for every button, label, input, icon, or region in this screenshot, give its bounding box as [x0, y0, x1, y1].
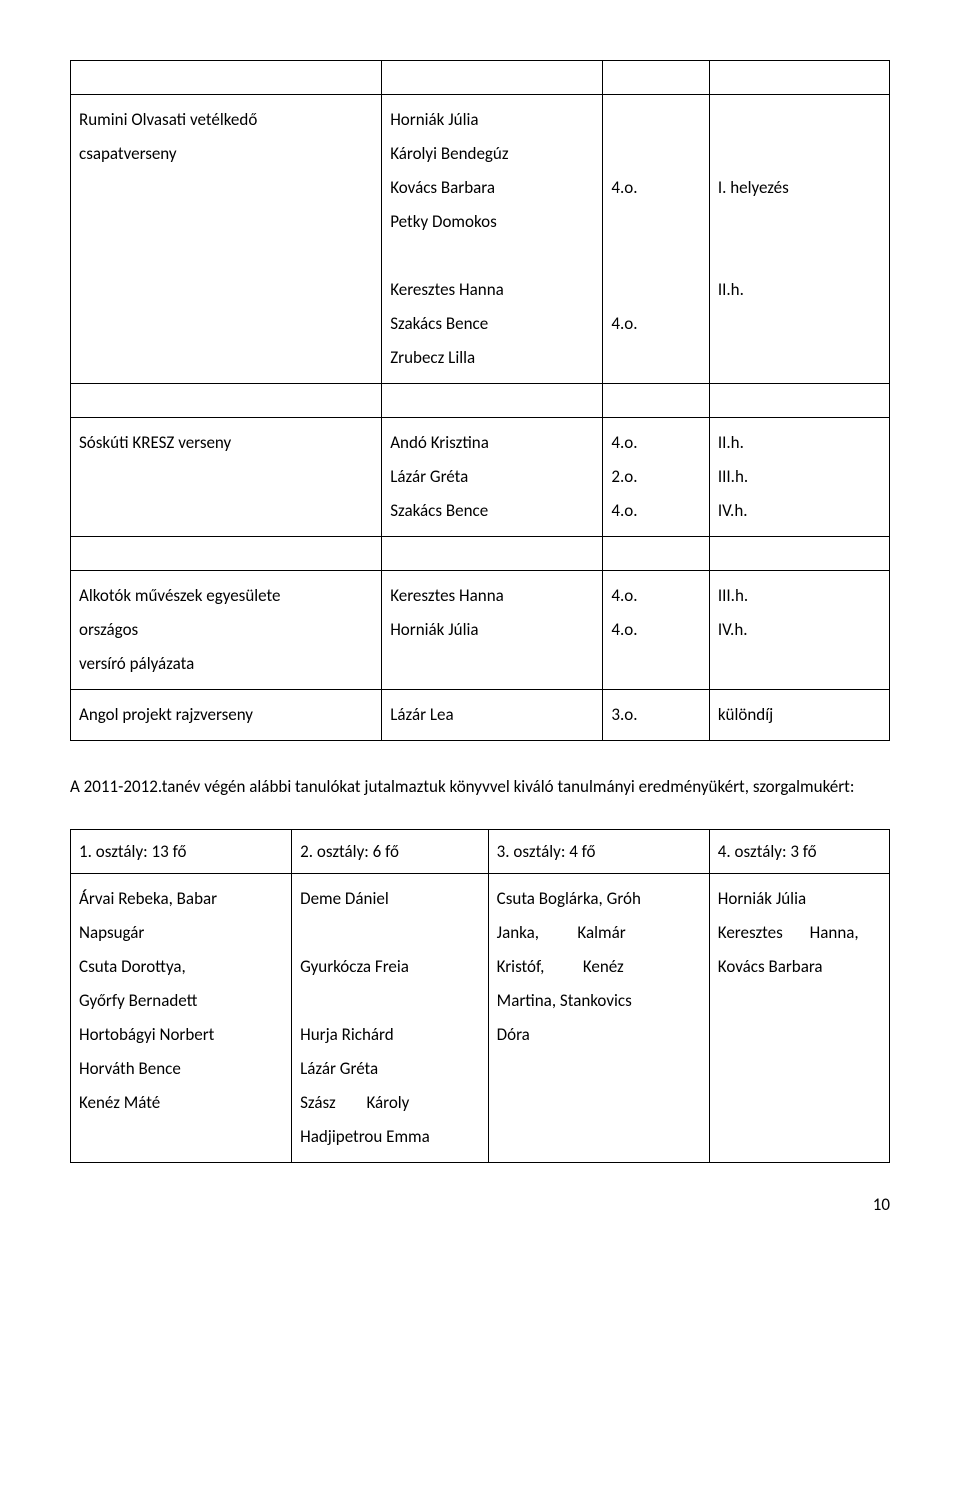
table-cell: Árvai Rebeka, BabarNapsugárCsuta Dorotty…: [71, 873, 292, 1162]
table-row: [71, 61, 890, 95]
table-row: Sóskúti KRESZ versenyAndó KrisztinaLázár…: [71, 418, 890, 537]
results-table-2: 1. osztály: 13 fő2. osztály: 6 fő3. oszt…: [70, 829, 890, 1163]
table-row: Rumini Olvasati vetélkedőcsapatversenyHo…: [71, 95, 890, 384]
table-cell: I. helyezés II.h.: [709, 95, 889, 384]
table-row: Alkotók művészek egyesületeországosversí…: [71, 571, 890, 690]
table-row: Árvai Rebeka, BabarNapsugárCsuta Dorotty…: [71, 873, 890, 1162]
table-row: [71, 537, 890, 571]
table-cell: 4.o.4.o.: [603, 571, 709, 690]
table-cell: Keresztes HannaHorniák Júlia: [382, 571, 603, 690]
results-table-1: Rumini Olvasati vetélkedőcsapatversenyHo…: [70, 60, 890, 741]
table-cell: III.h.IV.h.: [709, 571, 889, 690]
table-cell: Deme Dániel Gyurkócza Freia Hurja Richár…: [292, 873, 489, 1162]
table-cell: [382, 537, 603, 571]
table-cell: Lázár Lea: [382, 690, 603, 741]
table-cell: [709, 61, 889, 95]
table-cell: II.h.III.h.IV.h.: [709, 418, 889, 537]
table-header-cell: 2. osztály: 6 fő: [292, 829, 489, 873]
table-header-cell: 3. osztály: 4 fő: [488, 829, 709, 873]
table-cell: Alkotók művészek egyesületeországosversí…: [71, 571, 382, 690]
table-cell: 3.o.: [603, 690, 709, 741]
table-header-cell: 1. osztály: 13 fő: [71, 829, 292, 873]
table-cell: Csuta Boglárka, GróhJanka, KalmárKristóf…: [488, 873, 709, 1162]
table-cell: Sóskúti KRESZ verseny: [71, 418, 382, 537]
table-cell: Horniák JúliaKárolyi BendegúzKovács Barb…: [382, 95, 603, 384]
table-cell: Andó KrisztinaLázár GrétaSzakács Bence: [382, 418, 603, 537]
table-row: Angol projekt rajzversenyLázár Lea3.o.kü…: [71, 690, 890, 741]
table-cell: Angol projekt rajzverseny: [71, 690, 382, 741]
table-cell: [71, 384, 382, 418]
table-cell: [382, 384, 603, 418]
table-header-cell: 4. osztály: 3 fő: [709, 829, 889, 873]
table-cell: [71, 61, 382, 95]
table-header-row: 1. osztály: 13 fő2. osztály: 6 fő3. oszt…: [71, 829, 890, 873]
table-cell: [603, 384, 709, 418]
intro-paragraph: A 2011-2012.tanév végén alábbi tanulókat…: [70, 769, 890, 805]
table-cell: [71, 537, 382, 571]
table-cell: [709, 384, 889, 418]
table-cell: különdíj: [709, 690, 889, 741]
page-number: 10: [70, 1191, 890, 1218]
table-cell: 4.o. 4.o.: [603, 95, 709, 384]
table-cell: [382, 61, 603, 95]
table-cell: [603, 537, 709, 571]
table-cell: 4.o.2.o.4.o.: [603, 418, 709, 537]
table-cell: [709, 537, 889, 571]
table-cell: Horniák JúliaKeresztes Hanna,Kovács Barb…: [709, 873, 889, 1162]
table-cell: Rumini Olvasati vetélkedőcsapatverseny: [71, 95, 382, 384]
table-row: [71, 384, 890, 418]
table-cell: [603, 61, 709, 95]
